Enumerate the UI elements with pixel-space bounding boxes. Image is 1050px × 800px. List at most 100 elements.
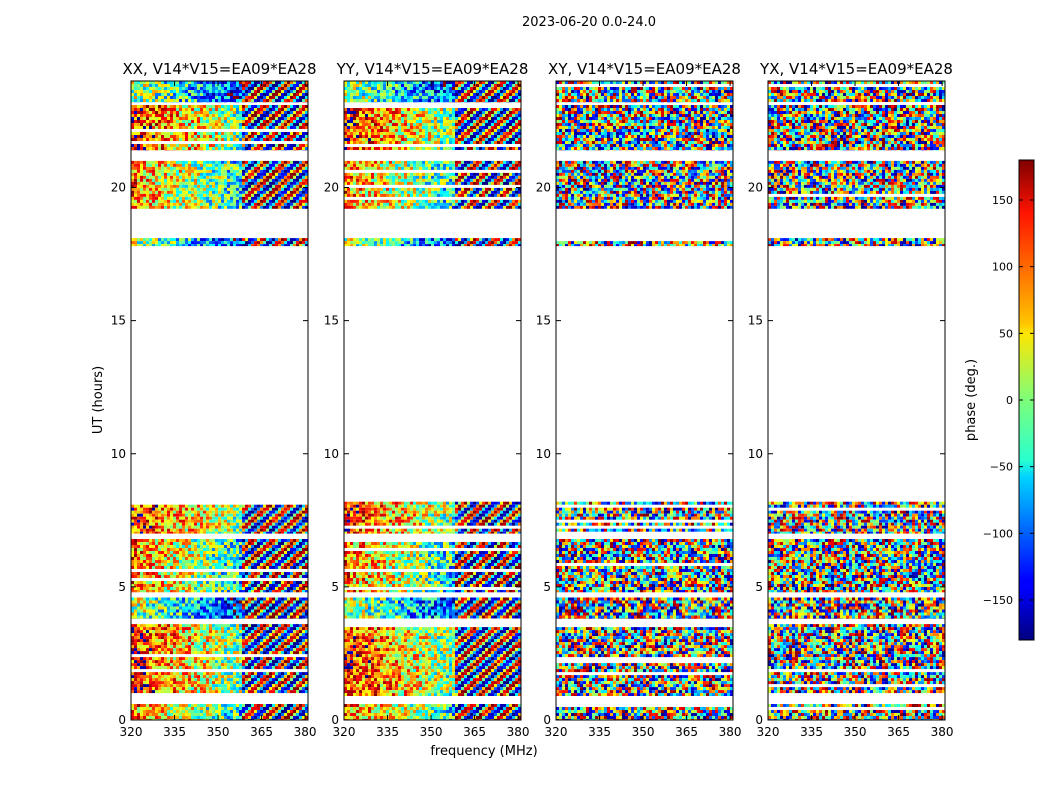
heatmap-cell: [248, 684, 251, 688]
heatmap-cell: [161, 609, 164, 613]
heatmap-cell: [278, 597, 281, 601]
heatmap-cell: [143, 704, 146, 707]
heatmap-cell: [227, 169, 230, 173]
heatmap-cell: [290, 704, 293, 707]
heatmap-cell: [134, 575, 137, 578]
heatmap-cell: [185, 648, 188, 652]
heatmap-cell: [182, 108, 185, 111]
heatmap-cell: [284, 642, 287, 646]
heatmap-cell: [161, 196, 164, 200]
heatmap-cell: [257, 202, 260, 206]
heatmap-cell: [197, 205, 200, 209]
heatmap-cell: [242, 627, 245, 631]
heatmap-cell: [185, 199, 188, 203]
heatmap-cell: [212, 645, 215, 649]
heatmap-cell: [182, 160, 185, 164]
heatmap-cell: [206, 528, 209, 532]
heatmap-cell: [194, 612, 197, 616]
heatmap-cell: [263, 651, 266, 655]
heatmap-cell: [263, 575, 266, 578]
heatmap-cell: [221, 196, 224, 200]
heatmap-cell: [203, 205, 206, 209]
heatmap-cell: [167, 639, 170, 643]
heatmap-cell: [137, 584, 140, 587]
heatmap-cell: [242, 163, 245, 167]
heatmap-cell: [269, 657, 272, 661]
heatmap-cell: [272, 548, 275, 551]
heatmap-cell: [134, 690, 137, 694]
heatmap-cell: [278, 704, 281, 707]
heatmap-cell: [299, 645, 302, 649]
heatmap-cell: [296, 707, 299, 710]
heatmap-cell: [161, 175, 164, 179]
heatmap-cell: [197, 114, 200, 117]
heatmap-cell: [275, 105, 278, 108]
heatmap-cell: [212, 575, 215, 578]
heatmap-cell: [236, 513, 239, 517]
heatmap-cell: [299, 630, 302, 634]
heatmap-cell: [191, 184, 194, 188]
heatmap-cell: [302, 642, 305, 646]
heatmap-cell: [293, 630, 296, 634]
heatmap-cell: [248, 575, 251, 578]
heatmap-cell: [203, 199, 206, 203]
heatmap-cell: [215, 572, 218, 575]
heatmap-cell: [254, 663, 257, 667]
heatmap-cell: [269, 584, 272, 587]
heatmap-cell: [137, 627, 140, 631]
heatmap-cell: [263, 510, 266, 514]
heatmap-cell: [197, 539, 200, 542]
heatmap-cell: [140, 202, 143, 206]
heatmap-cell: [212, 172, 215, 176]
heatmap-cell: [269, 606, 272, 610]
heatmap-cell: [218, 163, 221, 167]
heatmap-cell: [236, 584, 239, 587]
heatmap-cell: [179, 513, 182, 517]
heatmap-cell: [134, 516, 137, 520]
heatmap-cell: [224, 639, 227, 643]
heatmap-cell: [242, 184, 245, 188]
heatmap-cell: [188, 539, 191, 542]
heatmap-cell: [269, 624, 272, 628]
heatmap-cell: [233, 513, 236, 517]
heatmap-cell: [287, 166, 290, 170]
heatmap-cell: [221, 707, 224, 710]
heatmap-cell: [227, 584, 230, 587]
heatmap-cell: [137, 545, 140, 548]
heatmap-cell: [224, 160, 227, 164]
heatmap-cell: [278, 241, 281, 245]
heatmap-cell: [194, 516, 197, 520]
heatmap-cell: [266, 663, 269, 667]
heatmap-cell: [266, 563, 269, 566]
heatmap-cell: [272, 244, 275, 247]
heatmap-cell: [230, 704, 233, 707]
heatmap-cell: [134, 105, 137, 108]
heatmap-cell: [131, 572, 134, 575]
heatmap-cell: [251, 510, 254, 514]
heatmap-cell: [302, 630, 305, 634]
heatmap-cell: [266, 528, 269, 532]
heatmap-cell: [188, 642, 191, 646]
heatmap-cell: [146, 684, 149, 688]
heatmap-cell: [296, 563, 299, 566]
heatmap-cell: [203, 105, 206, 108]
heatmap-cell: [203, 663, 206, 667]
heatmap-cell: [290, 678, 293, 682]
heatmap-cell: [218, 105, 221, 108]
heatmap-cell: [131, 114, 134, 117]
heatmap-cell: [227, 581, 230, 584]
heatmap-cell: [221, 704, 224, 707]
heatmap-cell: [158, 190, 161, 194]
heatmap-cell: [260, 169, 263, 173]
heatmap-cell: [218, 563, 221, 566]
heatmap-cell: [254, 639, 257, 643]
heatmap-cell: [176, 684, 179, 688]
heatmap-cell: [200, 175, 203, 179]
heatmap-cell: [182, 181, 185, 185]
heatmap-cell: [191, 630, 194, 634]
heatmap-cell: [290, 648, 293, 652]
heatmap-cell: [188, 163, 191, 167]
heatmap-cell: [281, 542, 284, 545]
heatmap-cell: [149, 175, 152, 179]
heatmap-cell: [185, 575, 188, 578]
